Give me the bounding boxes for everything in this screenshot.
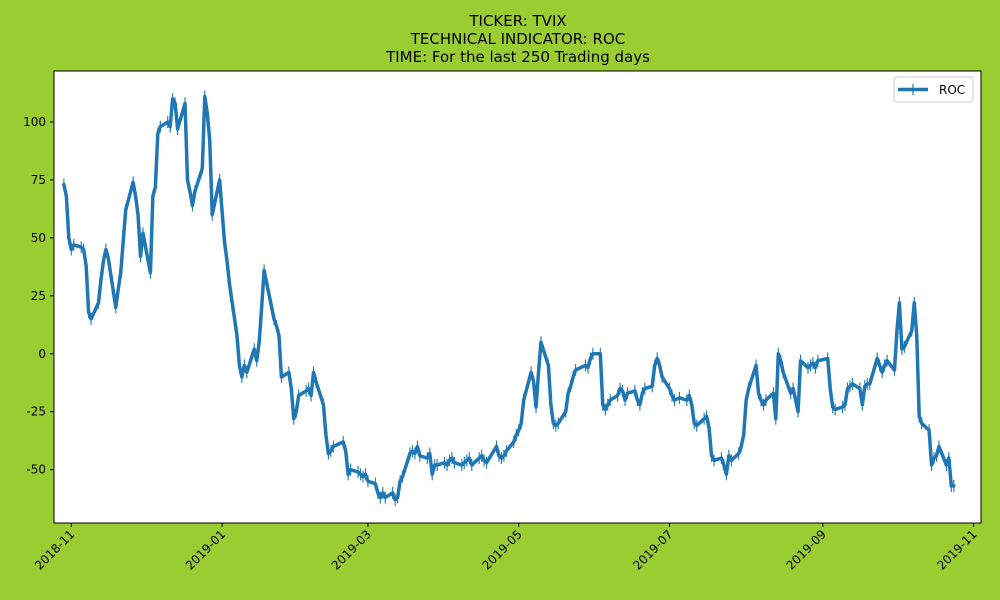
y-tick-label: 75 <box>31 173 46 187</box>
y-tick-label: 100 <box>23 115 46 129</box>
y-tick-label: -25 <box>26 405 46 419</box>
x-tick-label: 2019-11 <box>934 527 979 572</box>
x-tick-label: 2019-05 <box>480 527 525 572</box>
x-tick-label: 2019-03 <box>329 527 374 572</box>
y-tick-label: 0 <box>38 347 46 361</box>
legend-label-roc: ROC <box>939 83 965 97</box>
x-tick-label: 2019-07 <box>630 527 675 572</box>
legend-box <box>893 76 974 103</box>
x-tick-label: 2019-09 <box>784 527 829 572</box>
series-layer <box>62 90 956 506</box>
y-tick-label: 25 <box>31 289 46 303</box>
title-line-indicator: TECHNICAL INDICATOR: ROC <box>410 30 626 48</box>
plot-area <box>54 71 981 523</box>
chart-title: TICKER: TVIX TECHNICAL INDICATOR: ROC TI… <box>385 12 650 66</box>
y-tick-label: 50 <box>31 231 46 245</box>
x-tick-label: 2019-01 <box>183 527 228 572</box>
x-tick-label: 2018-11 <box>32 527 77 572</box>
axes-frame <box>53 70 982 524</box>
legend: ROC <box>893 76 974 103</box>
y-tick-label: -50 <box>26 463 46 477</box>
title-line-time: TIME: For the last 250 Trading days <box>385 48 650 66</box>
title-line-ticker: TICKER: TVIX <box>468 12 566 30</box>
